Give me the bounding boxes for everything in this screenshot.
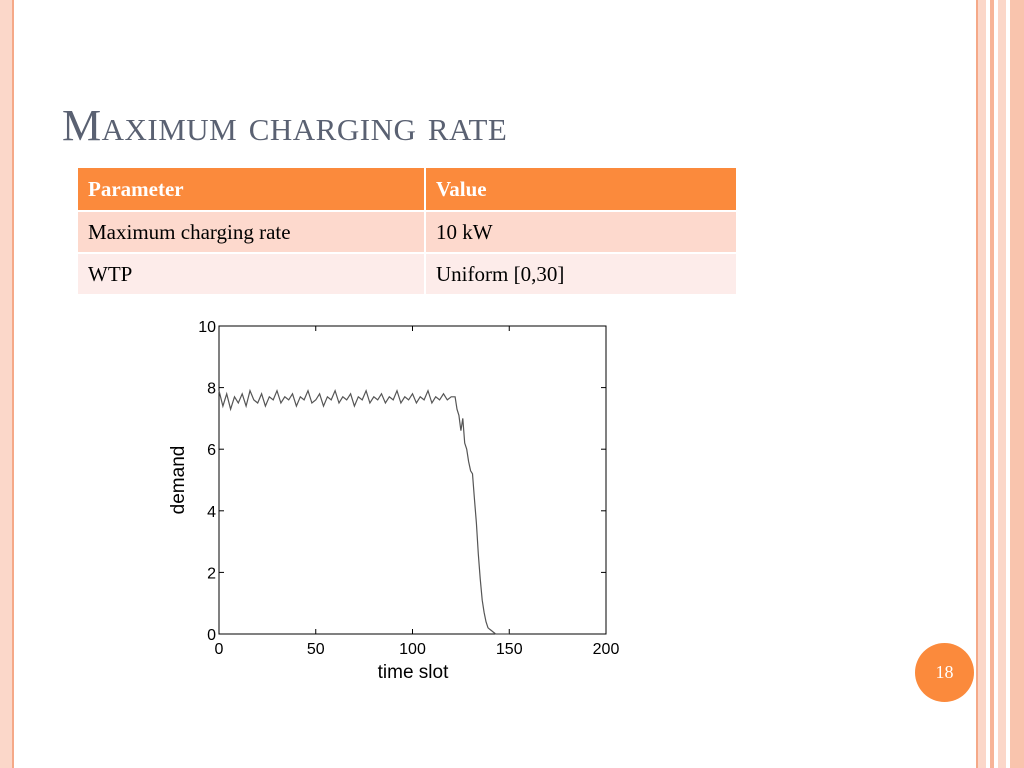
y-tick-label: 10 [198,319,216,336]
page-number: 18 [935,662,954,682]
parameter-table: Parameter Value Maximum charging rate 10… [76,166,738,296]
plot-area: 0 50 100 150 200 0 2 4 6 8 10 [198,319,619,658]
y-axis-label: demand [168,446,189,515]
y-tick-label: 2 [207,565,216,582]
y-tick-label: 8 [207,381,216,398]
table-header-row: Parameter Value [76,166,738,212]
decor-stripe [998,0,1006,768]
page-number-badge: 18 [915,643,974,702]
demand-series-line [218,388,510,635]
y-tick-label: 6 [207,442,216,459]
x-tick-label: 200 [593,641,620,658]
x-tick-label: 50 [307,641,325,658]
x-tick-label: 100 [399,641,426,658]
decor-stripe [978,0,986,768]
x-axis-label: time slot [378,662,449,683]
y-tick-label: 4 [207,504,216,521]
demand-chart: 0 50 100 150 200 0 2 4 6 8 10 time slot demand [168,319,619,683]
x-tick-label: 0 [215,641,224,658]
table-row: Maximum charging rate 10 kW [76,210,738,254]
table-cell: Uniform [0,30] [424,252,738,296]
table-cell: Maximum charging rate [76,210,426,254]
x-tick-label: 150 [496,641,523,658]
decor-stripe [990,0,994,768]
table-cell: 10 kW [424,210,738,254]
plot-frame [218,325,607,635]
y-tick-label: 0 [207,627,216,644]
table-cell: WTP [76,252,426,296]
table-row: WTP Uniform [0,30] [76,252,738,296]
slide-title: Maximum charging rate [62,101,508,150]
decor-stripe [12,0,14,768]
decor-stripe [1010,0,1024,768]
table-header-cell: Parameter [76,166,426,212]
decor-stripe [976,0,978,768]
table-header-cell: Value [424,166,738,212]
decor-stripe [0,0,12,768]
